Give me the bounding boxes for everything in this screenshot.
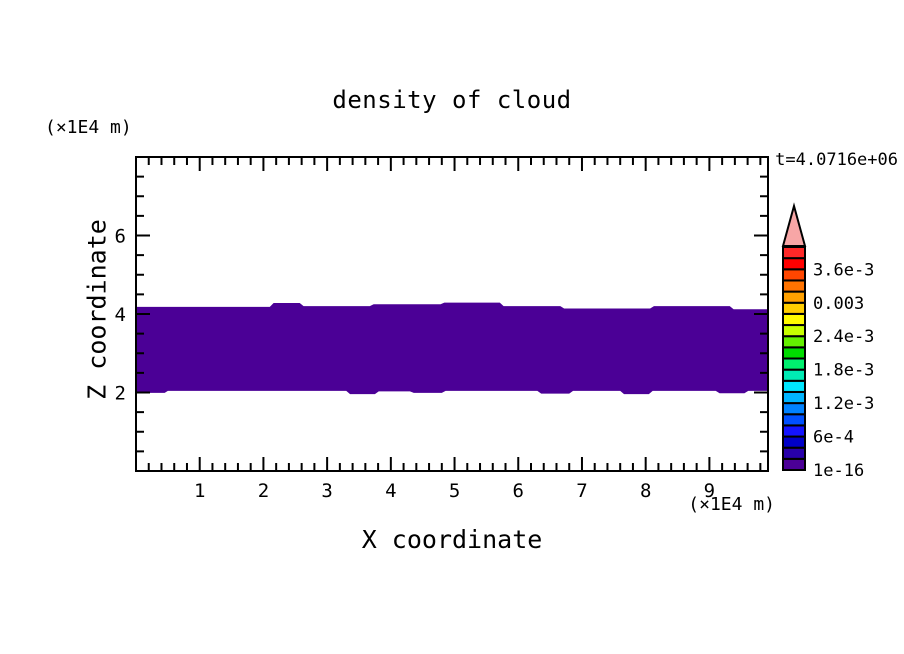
colorbar-label: 1.2e-3 [813,394,874,414]
colorbar-segment [782,268,806,282]
y-axis-unit-label: (×1E4 m) [45,117,132,138]
colorbar-label: 0.003 [813,294,864,314]
colorbar-segment [782,435,806,449]
colorbar-segment [782,324,806,338]
colorbar-label: 3.6e-3 [813,260,874,280]
colorbar: 3.6e-3 0.003 2.4e-3 1.8e-3 1.2e-3 6e-4 1e-16 [781,202,874,481]
x-tick-label: 9 [704,480,715,502]
colorbar-segment [782,346,806,360]
colorbar-label: 2.4e-3 [813,327,874,347]
y-tick-label: 6 [115,226,126,248]
colorbar-segment [782,246,806,260]
x-tick-label: 7 [576,480,587,502]
y-tick-label: 4 [115,304,126,326]
colorbar-segment [782,312,806,327]
colorbar-segment [782,390,806,405]
colorbar-segment [782,457,806,472]
y-axis-ticks [137,175,767,453]
colorbar-label: 6e-4 [813,428,854,448]
x-tick-label: 1 [194,480,205,502]
colorbar-segment [782,402,806,416]
colorbar-segment [782,257,806,271]
colorbar-label: 1.8e-3 [813,361,874,381]
colorbar-overflow-arrow [781,202,807,247]
x-tick-label: 8 [640,480,651,502]
x-axis-ticks [147,158,762,470]
colorbar-segment [782,424,806,438]
colorbar-segment [782,446,806,460]
x-tick-label: 4 [385,480,396,502]
y-tick-label: 2 [115,383,126,405]
colorbar-segment [782,357,806,371]
colorbar-segment [782,368,806,382]
colorbar-segment [782,413,806,427]
plot-frame [135,156,769,472]
time-label: t=4.0716e+06 [775,150,898,170]
colorbar-segment [782,335,806,349]
x-tick-label: 2 [258,480,269,502]
x-tick-label: 3 [321,480,332,502]
colorbar-segment [782,301,806,315]
colorbar-segment [782,279,806,293]
colorbar-label: 1e-16 [813,461,864,481]
colorbar-segment [782,379,806,393]
colorbar-segment [782,290,806,304]
x-tick-label: 5 [449,480,460,502]
x-axis-unit-label: (×1E4 m) [688,494,775,515]
x-tick-label: 6 [513,480,524,502]
plot-title: density of cloud [332,86,572,114]
x-axis-title: X coordinate [361,525,543,554]
density-band [136,302,768,395]
